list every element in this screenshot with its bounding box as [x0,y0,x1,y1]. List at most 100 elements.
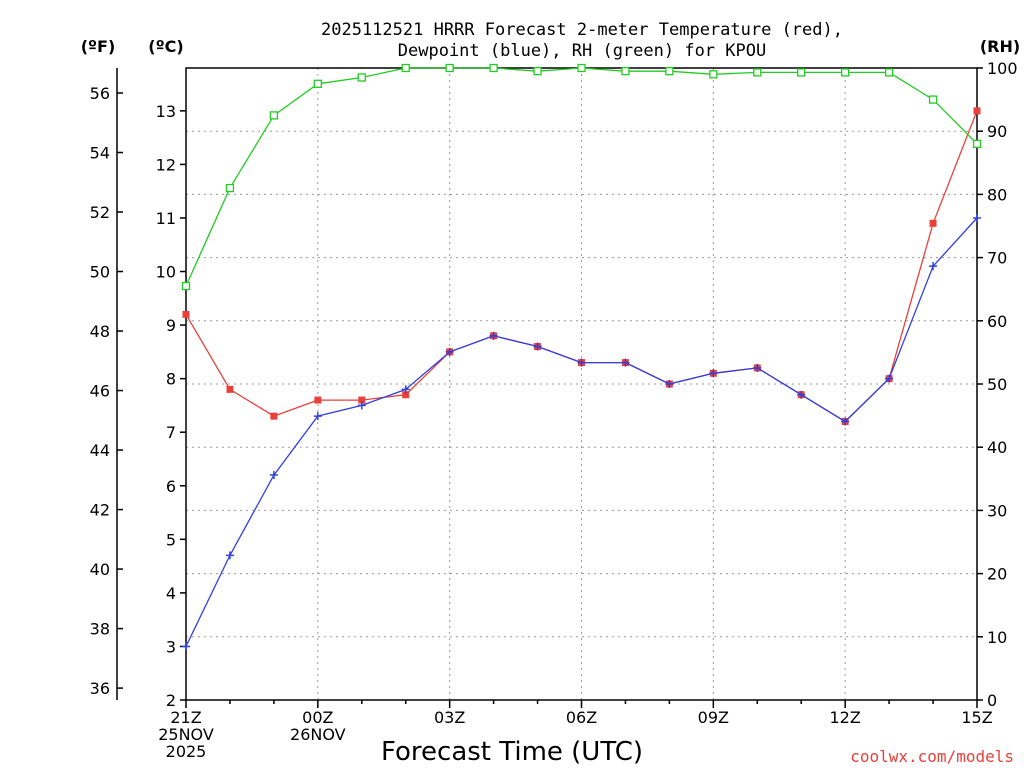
rh-point [884,68,894,77]
x-tick-label: 12Z [830,708,861,727]
x-axis-label: Forecast Time (UTC) [381,737,643,767]
temperature-point [402,391,410,399]
dewpoint-point [929,262,938,271]
rh-tick-label: 20 [987,565,1007,584]
rh-tick-label: 40 [987,438,1007,457]
dewpoint-point [313,412,322,421]
temperature-point [314,396,322,404]
celsius-tick-label: 5 [166,530,176,549]
rh-point [928,95,938,104]
series-dewpoint [182,213,981,651]
chart-title-line1: 2025112521 HRRR Forecast 2-meter Tempera… [321,20,843,40]
celsius-tick-label: 8 [166,370,176,389]
celsius-tick-label: 2 [166,691,176,710]
dewpoint-point [533,342,542,351]
temperature-point [182,310,190,318]
celsius-tick-label: 11 [156,209,176,228]
fahrenheit-tick-label: 42 [90,501,110,520]
unit-label-fahrenheit: (ºF) [81,37,116,56]
celsius-tick-label: 4 [166,584,176,603]
rh-point [533,67,542,76]
rh-tick-label: 90 [987,122,1007,141]
dewpoint-point [709,369,718,378]
rh-tick-label: 80 [987,185,1007,204]
rh-tick-label: 70 [987,249,1007,268]
rh-point [269,111,279,120]
x-tick-label: 09Z [698,708,729,727]
dewpoint-point [577,358,586,367]
fahrenheit-tick-label: 56 [90,84,110,103]
celsius-tick-label: 6 [166,477,176,496]
dewpoint-point [973,213,981,222]
celsius-tick-label: 13 [156,102,176,121]
fahrenheit-tick-label: 50 [90,263,110,282]
dewpoint-point [445,347,454,356]
fahrenheit-tick-label: 44 [90,441,110,460]
rh-point [841,68,850,77]
fahrenheit-tick-label: 54 [90,144,110,163]
fahrenheit-tick-label: 40 [90,560,110,579]
temperature-point [270,412,278,420]
rh-tick-label: 10 [987,628,1007,647]
celsius-tick-label: 7 [166,423,176,442]
x-tick-label: 00Z [302,708,333,727]
temperature-point [358,396,366,404]
rh-point [445,63,454,73]
dewpoint-point [269,471,278,480]
fahrenheit-tick-label: 52 [90,203,110,222]
rh-point [972,139,982,148]
rh-point [753,68,762,77]
rh-tick-label: 100 [987,59,1018,78]
rh-point [621,67,630,76]
unit-label-rh: (RH) [980,37,1020,56]
credit-text: coolwx.com/models [850,747,1014,766]
celsius-tick-label: 3 [166,637,176,656]
x-tick-label: 03Z [434,708,465,727]
dewpoint-point [489,331,498,340]
rh-point [401,63,410,73]
rh-point [797,68,806,77]
temperature-point [226,385,234,393]
chart-title-line2: Dewpoint (blue), RH (green) for KPOU [398,41,766,61]
x-tick-label: 2025 [166,742,207,761]
rh-point [181,281,191,291]
fahrenheit-tick-label: 36 [90,679,110,698]
fahrenheit-tick-label: 38 [90,620,110,639]
rh-point [225,183,235,193]
dewpoint-point [357,401,366,410]
celsius-tick-label: 12 [156,155,176,174]
axes: 2345678910111213363840424446485052545601… [90,59,1018,710]
rh-point [313,79,322,88]
rh-point [357,73,366,82]
rh-point [489,63,498,73]
dewpoint-point [225,551,234,560]
dewpoint-point [665,380,674,388]
series-rh [181,63,982,291]
rh-tick-label: 50 [987,375,1007,394]
dewpoint-point [401,385,410,394]
temperature-point [973,107,981,115]
celsius-tick-label: 9 [166,316,176,335]
x-tick-label: 26NOV [290,725,346,744]
celsius-tick-label: 10 [156,263,176,282]
x-tick-label: 06Z [566,708,597,727]
dewpoint-point [885,374,894,383]
rh-tick-label: 0 [987,691,997,710]
fahrenheit-tick-label: 46 [90,382,110,401]
fahrenheit-tick-label: 48 [90,322,110,341]
dewpoint-point [621,358,630,367]
rh-tick-label: 30 [987,501,1007,520]
series [181,63,982,651]
rh-point [577,63,586,73]
rh-point [709,70,718,79]
temperature-point [929,219,937,227]
dewpoint-point [797,390,806,399]
dewpoint-point [182,642,190,651]
x-tick-label: 15Z [961,708,992,727]
dewpoint-point [753,363,762,372]
rh-tick-label: 60 [987,312,1007,331]
unit-label-celsius: (ºC) [148,37,183,56]
rh-point [665,67,674,76]
